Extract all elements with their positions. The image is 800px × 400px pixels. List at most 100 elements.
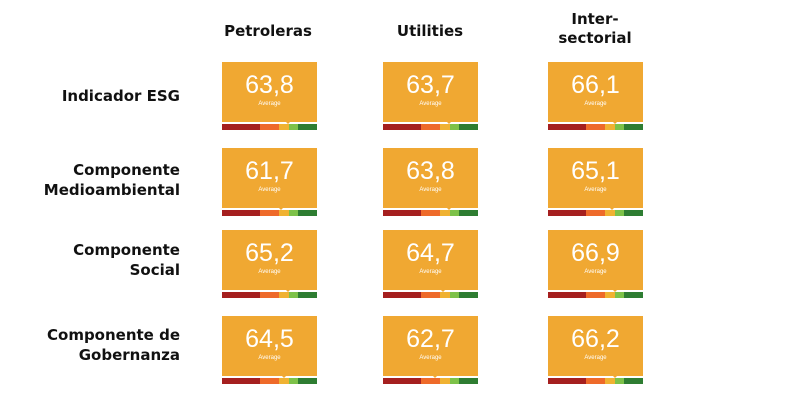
scale-segment-orange xyxy=(421,210,440,216)
gauge-pointer xyxy=(439,288,447,292)
scale-segment-red xyxy=(383,210,421,216)
scale-segment-yellow xyxy=(440,210,450,216)
gauge-card: 66,9 Average xyxy=(548,230,643,298)
gauge-value-box: 64,5 Average xyxy=(222,316,317,376)
scale-segment-orange xyxy=(260,210,279,216)
scale-segment-red xyxy=(548,292,586,298)
gauge-card: 61,7 Average xyxy=(222,148,317,216)
gauge-sublabel: Average xyxy=(419,269,442,275)
gauge-sublabel: Average xyxy=(419,355,442,361)
gauge-value: 61,7 xyxy=(245,157,294,185)
scale-segment-red xyxy=(548,378,586,384)
scale-segment-orange xyxy=(260,378,279,384)
scale-segment-light-green xyxy=(449,210,459,216)
gauge-card: 64,5 Average xyxy=(222,316,317,384)
gauge-sublabel: Average xyxy=(258,355,281,361)
scale-segment-dark-green xyxy=(459,210,478,216)
scale-segment-yellow xyxy=(605,124,615,130)
gauge-sublabel: Average xyxy=(584,355,607,361)
row-label-indicador-esg: Indicador ESG xyxy=(61,87,180,105)
gauge-value: 63,8 xyxy=(406,157,455,185)
gauge-pointer xyxy=(280,374,288,378)
scale-segment-yellow xyxy=(279,292,289,298)
scale-segment-yellow xyxy=(279,124,289,130)
gauge-value-box: 66,1 Average xyxy=(548,62,643,122)
scale-segment-yellow xyxy=(605,210,615,216)
scale-segment-red xyxy=(222,124,260,130)
gauge-value: 63,8 xyxy=(245,71,294,99)
scale-segment-orange xyxy=(586,292,605,298)
gauge-value-box: 63,8 Average xyxy=(222,62,317,122)
gauge-sublabel: Average xyxy=(584,101,607,107)
scale-segment-yellow xyxy=(605,292,615,298)
gauge-scale xyxy=(548,378,643,384)
scale-segment-orange xyxy=(260,292,279,298)
gauge-pointer xyxy=(445,206,453,210)
gauge-pointer xyxy=(608,206,616,210)
scale-segment-yellow xyxy=(440,124,450,130)
gauge-scale xyxy=(383,292,478,298)
gauge-card: 62,7 Average xyxy=(383,316,478,384)
gauge-sublabel: Average xyxy=(419,101,442,107)
gauge-value-box: 62,7 Average xyxy=(383,316,478,376)
scale-segment-red xyxy=(383,292,421,298)
gauge-pointer xyxy=(431,374,439,378)
gauge-scale xyxy=(222,292,317,298)
gauge-pointer xyxy=(611,288,619,292)
scale-segment-dark-green xyxy=(298,378,317,384)
scale-segment-red xyxy=(548,124,586,130)
gauge-value-box: 65,2 Average xyxy=(222,230,317,290)
gauge-card: 63,7 Average xyxy=(383,62,478,130)
gauge-value-box: 63,7 Average xyxy=(383,62,478,122)
gauge-sublabel: Average xyxy=(584,187,607,193)
gauge-card: 65,2 Average xyxy=(222,230,317,298)
gauge-pointer xyxy=(611,374,619,378)
scale-segment-red xyxy=(222,292,260,298)
gauge-pointer xyxy=(284,120,292,124)
gauge-value: 66,1 xyxy=(571,71,620,99)
scale-segment-light-green xyxy=(288,124,298,130)
gauge-card: 63,8 Average xyxy=(383,148,478,216)
gauge-pointer xyxy=(445,120,453,124)
gauge-sublabel: Average xyxy=(584,269,607,275)
column-header-petroleras: Petroleras xyxy=(224,22,312,40)
scale-segment-orange xyxy=(421,124,440,130)
gauge-scale xyxy=(222,210,317,216)
gauge-value-box: 64,7 Average xyxy=(383,230,478,290)
scale-segment-dark-green xyxy=(298,292,317,298)
scale-segment-light-green xyxy=(614,292,624,298)
gauge-value: 62,7 xyxy=(406,325,455,353)
gauge-value-box: 65,1 Average xyxy=(548,148,643,208)
scale-segment-orange xyxy=(421,378,440,384)
gauge-pointer xyxy=(284,288,292,292)
scale-segment-dark-green xyxy=(624,378,643,384)
gauge-value-box: 63,8 Average xyxy=(383,148,478,208)
scale-segment-red xyxy=(383,124,421,130)
gauge-value: 64,7 xyxy=(406,239,455,267)
scale-segment-yellow xyxy=(605,378,615,384)
gauge-value: 65,2 xyxy=(245,239,294,267)
scale-segment-light-green xyxy=(449,292,459,298)
gauge-scale xyxy=(383,378,478,384)
scale-segment-light-green xyxy=(614,378,624,384)
gauge-value: 66,2 xyxy=(571,325,620,353)
gauge-value-box: 66,9 Average xyxy=(548,230,643,290)
row-label-componente-medioambiental: Componente Medioambiental xyxy=(43,161,180,199)
scale-segment-dark-green xyxy=(624,210,643,216)
scale-segment-light-green xyxy=(449,124,459,130)
gauge-scale xyxy=(222,124,317,130)
scale-segment-light-green xyxy=(288,210,298,216)
scale-segment-dark-green xyxy=(459,124,478,130)
scale-segment-light-green xyxy=(288,378,298,384)
scale-segment-yellow xyxy=(279,210,289,216)
column-header-inter-sectorial: Inter-sectorial xyxy=(558,10,632,47)
row-label-componente-gobernanza: Componente de Gobernanza xyxy=(47,326,180,364)
scale-segment-dark-green xyxy=(298,124,317,130)
row-label-componente-social: Componente Social xyxy=(73,241,180,279)
gauge-value: 66,9 xyxy=(571,239,620,267)
scale-segment-yellow xyxy=(440,292,450,298)
gauge-pointer xyxy=(277,206,285,210)
scale-segment-orange xyxy=(421,292,440,298)
scale-segment-orange xyxy=(586,210,605,216)
scale-segment-red xyxy=(383,378,421,384)
